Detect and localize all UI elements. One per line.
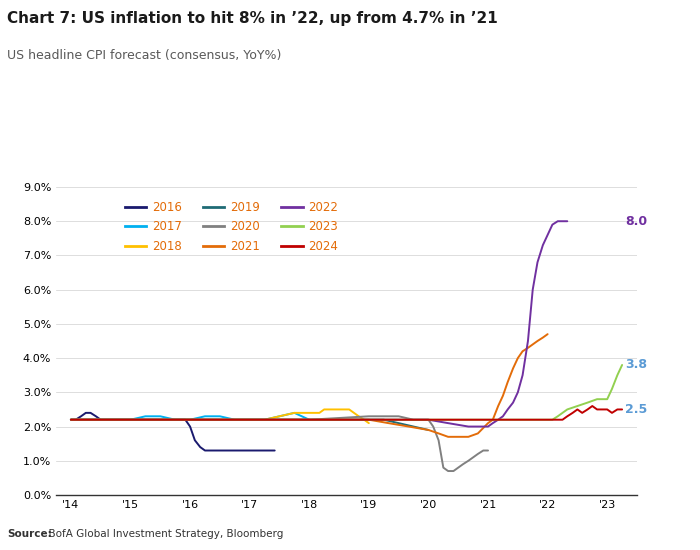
Text: Chart 7: US inflation to hit 8% in ’22, up from 4.7% in ’21: Chart 7: US inflation to hit 8% in ’22, …	[7, 11, 498, 26]
Text: 2.5: 2.5	[625, 403, 648, 416]
Text: BofA Global Investment Strategy, Bloomberg: BofA Global Investment Strategy, Bloombe…	[42, 529, 284, 539]
Text: 3.8: 3.8	[625, 359, 647, 371]
Legend: 2016, 2017, 2018, 2019, 2020, 2021, 2022, 2023, 2024: 2016, 2017, 2018, 2019, 2020, 2021, 2022…	[120, 196, 343, 257]
Text: US headline CPI forecast (consensus, YoY%): US headline CPI forecast (consensus, YoY…	[7, 50, 281, 63]
Text: 8.0: 8.0	[625, 214, 648, 228]
Text: Source:: Source:	[7, 529, 52, 539]
